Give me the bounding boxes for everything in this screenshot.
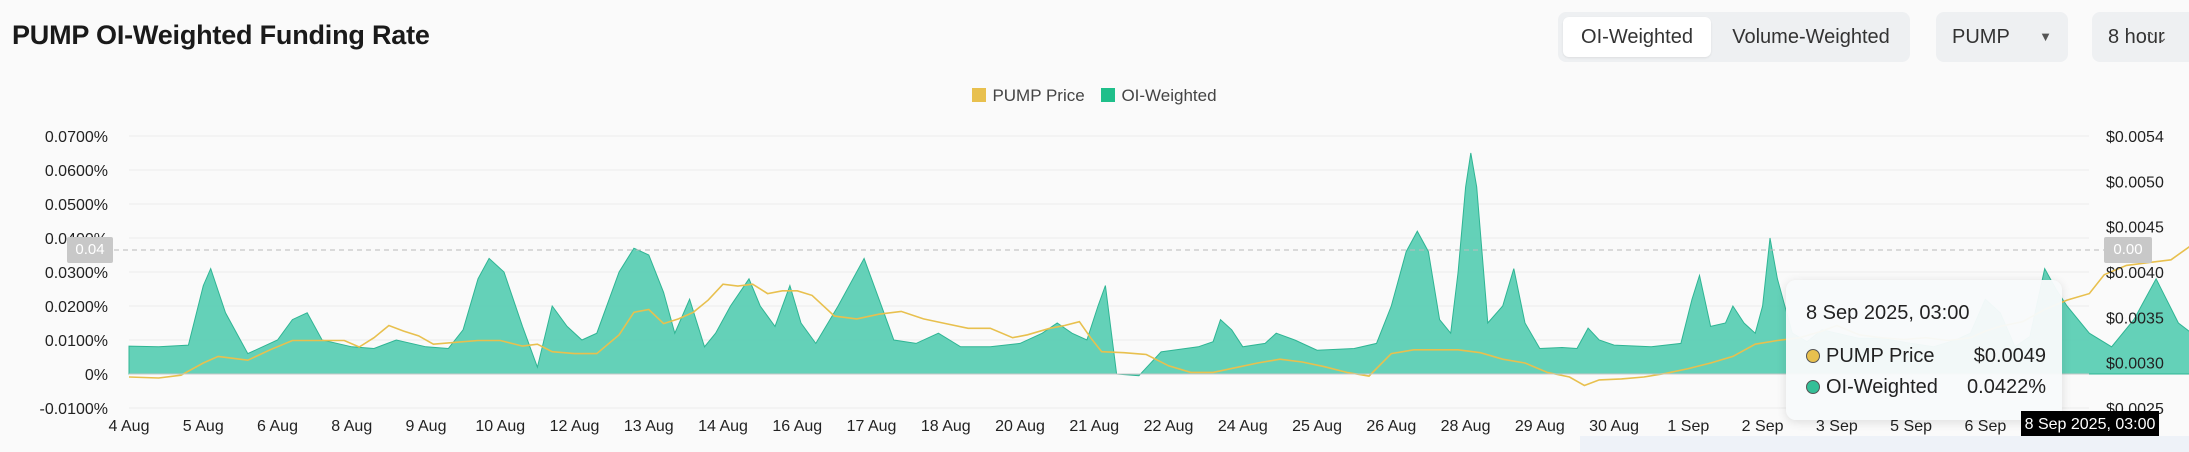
tooltip-title: 8 Sep 2025, 03:00 (1806, 302, 1970, 324)
x-tick-label: 6 Sep (1964, 418, 2006, 435)
coin-select-value: PUMP (1952, 26, 2010, 48)
coin-select[interactable]: PUMP ▼ (1936, 12, 2068, 62)
x-tick-label: 13 Aug (624, 418, 674, 435)
x-tick-label: 26 Aug (1366, 418, 1416, 435)
y-left-tick-label: 0.0500% (45, 197, 108, 214)
x-tick-label: 25 Aug (1292, 418, 1342, 435)
crosshair-y-right-label: 0.00 (2104, 237, 2152, 263)
scroll-strip (1580, 436, 2189, 452)
x-tick-label: 8 Aug (331, 418, 372, 435)
chart-legend: PUMP Price OI-Weighted (0, 86, 2189, 106)
y-left-tick-label: 0.0100% (45, 333, 108, 350)
chart-tooltip: 8 Sep 2025, 03:00 PUMP Price $0.0049 OI-… (1786, 280, 2062, 420)
tooltip-oi-label: OI-Weighted (1826, 376, 1938, 398)
y-left-tick-label: 0.0200% (45, 299, 108, 316)
legend-item-price[interactable]: PUMP Price (972, 86, 1085, 106)
oi-swatch-icon (1101, 88, 1116, 102)
x-tick-label: 24 Aug (1218, 418, 1268, 435)
x-tick-label: 21 Aug (1069, 418, 1119, 435)
y-right-tick-label: $0.0040 (2106, 265, 2164, 282)
x-tick-label: 12 Aug (550, 418, 600, 435)
x-tick-label: 17 Aug (847, 418, 897, 435)
price-swatch-icon (972, 88, 987, 102)
x-tick-label: 18 Aug (921, 418, 971, 435)
y-left-tick-label: 0.0700% (45, 129, 108, 146)
y-left-tick-label: 0% (85, 367, 108, 384)
caret-down-icon: ▼ (2039, 29, 2052, 44)
x-tick-label: 28 Aug (1441, 418, 1491, 435)
y-left-tick-label: 0.0300% (45, 265, 108, 282)
tooltip-price-label: PUMP Price (1826, 345, 1935, 367)
x-tick-label: 9 Aug (406, 418, 447, 435)
legend-label-oi: OI-Weighted (1121, 86, 1217, 105)
x-tick-label: 10 Aug (475, 418, 525, 435)
interval-select[interactable]: 8 hour ⌃⌄ (2092, 12, 2189, 62)
x-tick-label: 30 Aug (1589, 418, 1639, 435)
x-tick-label: 2 Sep (1742, 418, 1784, 435)
oi-weighted-button[interactable]: OI-Weighted (1563, 17, 1711, 57)
x-tick-label: 5 Sep (1890, 418, 1932, 435)
tooltip-oi-value: 0.0422% (1967, 376, 2046, 398)
y-right-tick-label: $0.0054 (2106, 129, 2164, 146)
volume-weighted-button[interactable]: Volume-Weighted (1732, 26, 1890, 48)
interval-select-value: 8 hour (2108, 26, 2165, 48)
y-right-tick-label: $0.0050 (2106, 174, 2164, 191)
tooltip-row-oi: OI-Weighted 0.0422% (1806, 375, 2046, 399)
legend-label-price: PUMP Price (992, 86, 1085, 105)
x-tick-label: 3 Sep (1816, 418, 1858, 435)
crosshair-y-left-label: 0.04 (67, 237, 113, 263)
crosshair-x-label: 8 Sep 2025, 03:00 (2021, 411, 2159, 439)
x-tick-label: 14 Aug (698, 418, 748, 435)
tooltip-price-value: $0.0049 (1973, 345, 2046, 367)
tooltip-row-price: PUMP Price $0.0049 (1806, 344, 2046, 368)
y-left-tick-label: -0.0100% (40, 401, 109, 418)
y-left-tick-label: 0.0600% (45, 163, 108, 180)
up-down-chevron-icon: ⌃⌄ (2144, 29, 2168, 45)
x-tick-label: 4 Aug (109, 418, 150, 435)
oi-dot-icon (1806, 380, 1820, 394)
x-tick-label: 22 Aug (1144, 418, 1194, 435)
y-right-tick-label: $0.0030 (2106, 356, 2164, 373)
x-tick-label: 5 Aug (183, 418, 224, 435)
x-tick-label: 6 Aug (257, 418, 298, 435)
page-title: PUMP OI-Weighted Funding Rate (12, 20, 430, 50)
x-tick-label: 29 Aug (1515, 418, 1565, 435)
x-tick-label: 16 Aug (772, 418, 822, 435)
legend-item-oi[interactable]: OI-Weighted (1101, 86, 1217, 106)
y-right-tick-label: $0.0045 (2106, 220, 2164, 237)
weighting-toggle: OI-Weighted Volume-Weighted (1558, 12, 1910, 62)
price-dot-icon (1806, 349, 1820, 363)
x-tick-label: 20 Aug (995, 418, 1045, 435)
y-right-tick-label: $0.0035 (2106, 310, 2164, 327)
x-tick-label: 1 Sep (1667, 418, 1709, 435)
